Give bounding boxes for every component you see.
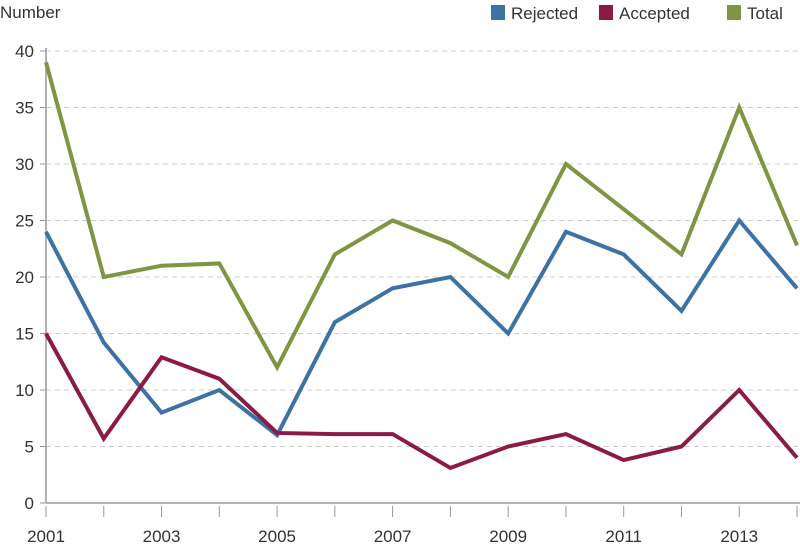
x-tick-label: 2013	[720, 527, 758, 546]
x-tick-label: 2001	[27, 527, 65, 546]
legend-swatch-rejected	[491, 5, 505, 20]
y-axis-label: Number	[0, 3, 61, 22]
y-tick-label: 35	[15, 99, 34, 118]
series-lines	[44, 61, 799, 471]
legend: Rejected Accepted Total	[491, 4, 783, 23]
legend-swatch-total	[727, 5, 741, 20]
series-line-accepted	[44, 332, 799, 471]
y-tick-label: 15	[15, 325, 34, 344]
legend-label: Rejected	[511, 4, 578, 23]
y-tick-label: 5	[25, 438, 34, 457]
x-tick-label: 2009	[489, 527, 527, 546]
y-tick-label: 0	[25, 494, 34, 513]
y-tick-label: 30	[15, 155, 34, 174]
series-line-rejected	[44, 217, 799, 439]
x-tick-label: 2007	[374, 527, 412, 546]
y-tick-label: 40	[15, 42, 34, 61]
axes: 0 5 10 15 20 25 30 35 40 2001 2003 2005 2007 2009 2011…	[15, 42, 800, 546]
legend-label: Total	[747, 4, 783, 23]
grid	[46, 50, 800, 447]
y-tick-label: 25	[15, 212, 34, 231]
y-tick-label: 20	[15, 268, 34, 287]
series-line-total	[44, 61, 799, 372]
x-tick-label: 2011	[605, 527, 642, 546]
x-tick-label: 2003	[143, 527, 181, 546]
y-tick-label: 10	[15, 381, 34, 400]
x-tick-label: 2005	[258, 527, 296, 546]
legend-swatch-accepted	[599, 5, 613, 20]
legend-label: Accepted	[619, 4, 690, 23]
